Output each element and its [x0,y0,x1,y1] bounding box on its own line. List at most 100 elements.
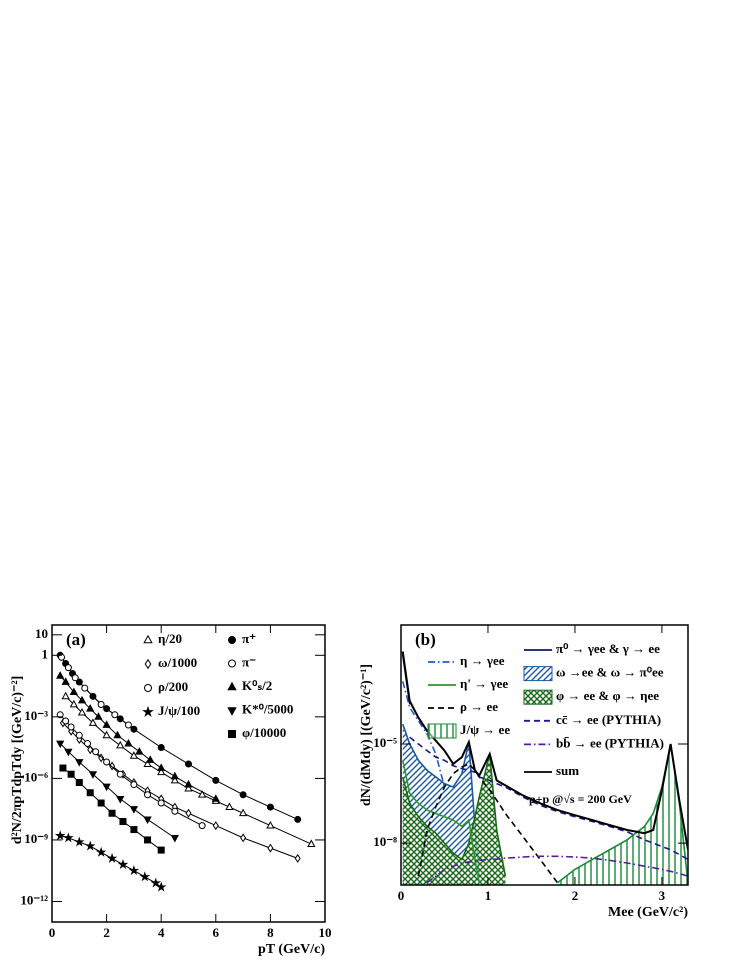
data-point [94,712,103,720]
legend-symbol [143,634,153,644]
data-point [95,846,107,857]
annotation: p+p @√s = 200 GeV [529,792,632,806]
data-point [56,711,64,719]
data-point [86,789,94,797]
x-tick-label: 3 [659,888,666,903]
data-point [157,763,166,771]
legend-label: π⁺ [242,631,256,646]
line [401,651,688,850]
y-tick-label: 10⁻⁹ [24,831,48,846]
data-point [64,748,73,757]
data-point [116,740,125,749]
data-point [71,674,79,682]
y-tick-label: 10⁻¹² [20,892,48,907]
data-point [75,731,83,739]
line [401,760,481,883]
data-point [307,839,316,847]
x-axis-label: pT (GeV/c) [258,942,325,957]
fit-curve [59,675,217,800]
fit-curve [62,767,162,851]
data-point [56,740,65,749]
data-point [83,740,91,748]
data-point [146,755,155,763]
data-point [157,767,166,776]
data-point [198,790,207,798]
legend-label: ρ/200 [158,679,188,694]
data-point [116,770,124,778]
data-point [63,832,74,843]
data-point [184,783,193,792]
data-point [67,770,75,778]
legend-symbol [228,636,236,644]
data-point [92,748,100,756]
x-tick-label: 0 [49,925,56,940]
x-tick-label: 8 [267,925,274,940]
data-point [75,759,84,767]
plot-area [401,651,688,885]
x-tick-label: 1 [485,888,492,903]
data-point [157,799,165,807]
legend-label: J/ψ/100 [158,703,200,718]
legend-label: η' → γee [460,676,508,691]
data-point [102,730,111,739]
y-tick-label: 10 [35,626,48,641]
data-point [185,760,192,768]
data-point [88,771,98,779]
legend-symbol [523,666,553,682]
data-point [129,806,139,814]
x-tick-label: 6 [213,925,220,940]
legend-label: η/20 [158,631,182,646]
data-point [108,809,116,817]
legend-label: bb̄ → ee (PYTHIA) [556,735,664,750]
legend-symbol [228,659,236,668]
data-point [139,871,151,882]
data-point [102,783,111,792]
data-point [171,807,179,815]
data-point [185,808,192,818]
y-tick-label: 1 [42,646,49,661]
y-tick-label: 10⁻⁵ [373,735,397,750]
panel-label: (a) [66,630,86,649]
data-point [119,818,127,826]
data-point [61,691,70,700]
line [401,753,507,877]
legend-label: K⁰ₛ/2 [242,678,272,693]
data-point [88,718,98,726]
data-point [77,695,87,704]
data-point [69,699,78,708]
data-point [135,747,144,755]
y-tick-label: 10⁻⁶ [24,769,48,784]
legend-label: ω →ee & ω → π⁰ee [556,665,664,680]
data-point [81,684,89,692]
data-point [128,865,140,876]
data-point [77,708,87,716]
legend-label: sum [556,763,579,778]
data-point [124,738,133,747]
data-point [61,677,70,685]
legend-label: π⁰ → γee & γ → ee [556,641,660,656]
data-point [143,759,152,767]
legend-label: cc̄ → ee (PYTHIA) [556,712,661,727]
data-point [155,881,167,892]
data-point [198,822,206,830]
data-point [130,781,138,789]
data-point [124,721,132,729]
legend-label: K*⁰/5000 [242,701,293,716]
data-point [143,816,152,825]
data-point [103,758,111,766]
area [557,744,688,885]
data-point [144,791,152,799]
data-point [266,820,275,829]
legend-label: ρ → ee [460,699,498,714]
data-point [130,826,138,834]
data-point [113,730,122,739]
data-point [294,853,301,863]
data-point [170,775,179,784]
x-tick-label: 0 [398,888,405,903]
data-point [157,744,165,752]
plot-frame [51,624,326,923]
data-point [144,836,152,844]
data-point [74,836,85,847]
line [426,855,688,884]
